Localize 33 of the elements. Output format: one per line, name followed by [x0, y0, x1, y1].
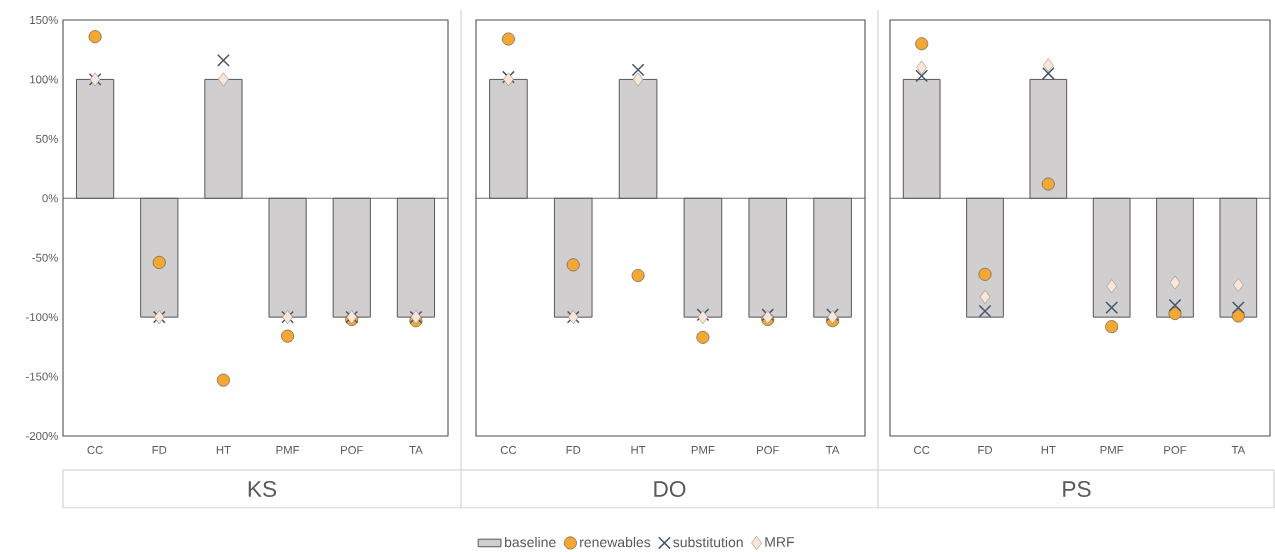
x-tick-label: FD: [566, 446, 581, 454]
x-tick-label: PMF: [276, 446, 300, 454]
y-tick-label: -100%: [26, 313, 58, 322]
x-tick-label: HT: [631, 446, 646, 454]
x-tick-label: HT: [1041, 446, 1056, 454]
x-tick-label: POF: [757, 446, 779, 455]
legend-label: substitution: [673, 536, 743, 548]
x-axis-title: KS: [248, 480, 277, 498]
x-tick-label: CC: [500, 446, 517, 455]
x-tick-label: FD: [978, 446, 992, 454]
legend-label: baseline: [505, 536, 556, 548]
x-axis-title: DO: [654, 480, 686, 498]
y-tick-label: -150%: [26, 372, 58, 381]
x-tick-label: PMF: [1100, 446, 1124, 454]
x-tick-label: CC: [87, 446, 103, 455]
x-tick-label: TA: [409, 446, 423, 454]
x-tick-label: TA: [1231, 446, 1246, 454]
x-tick-label: POF: [1164, 446, 1187, 455]
y-tick-label: 150%: [30, 15, 58, 24]
y-tick-label: 0%: [42, 194, 58, 203]
x-tick-label: PMF: [691, 446, 715, 454]
x-tick-label: HT: [216, 446, 231, 454]
x-tick-label: TA: [826, 446, 840, 454]
y-tick-label: -200%: [26, 431, 58, 440]
x-tick-label: FD: [152, 446, 167, 454]
x-axis-title: PS: [1063, 480, 1091, 498]
y-tick-label: -50%: [32, 253, 58, 262]
y-tick-label: 50%: [36, 134, 58, 143]
legend-label: MRF: [765, 537, 795, 547]
x-tick-label: CC: [914, 446, 930, 455]
y-tick-label: 100%: [30, 75, 58, 84]
legend-label: renewables: [580, 536, 651, 548]
x-tick-label: POF: [341, 446, 363, 455]
